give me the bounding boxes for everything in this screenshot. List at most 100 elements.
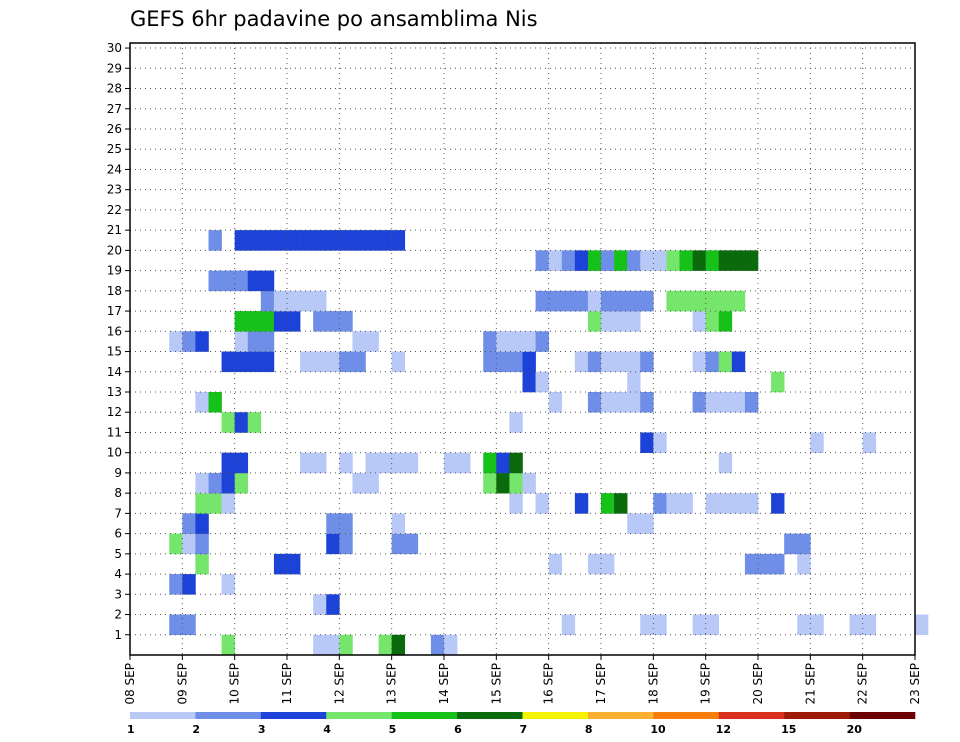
y-tick-label: 10 (107, 446, 122, 460)
x-tick-label: 12 SEP (332, 663, 346, 705)
heatmap-cell (208, 230, 222, 251)
y-tick-label: 9 (114, 466, 122, 480)
heatmap-cell (234, 412, 249, 433)
heatmap-cell (758, 553, 772, 575)
x-axis-ticks: 08 SEP 09 SEP 10 SEP 11 SEP 12 SEP 13 SEP 14 S… (123, 655, 922, 705)
heatmap-cell (391, 230, 406, 251)
heatmap-cell (718, 250, 733, 271)
heatmap-cell (352, 230, 366, 251)
heatmap-cell (313, 230, 327, 251)
heatmap-cell (627, 351, 641, 373)
heatmap-cell (509, 412, 523, 433)
heatmap-cell (771, 371, 785, 393)
y-axis-ticks: 1234567891011121314151617181920212223242… (107, 41, 130, 642)
heatmap-cell (679, 493, 693, 514)
heatmap-cell (287, 311, 301, 332)
y-tick-label: 22 (107, 203, 122, 217)
heatmap-cell (771, 493, 785, 514)
heatmap-cell (653, 614, 667, 636)
heatmap-cell (522, 331, 536, 352)
heatmap-cell (810, 614, 824, 636)
heatmap-cell (705, 311, 720, 332)
heatmap-cell (679, 250, 693, 271)
heatmap-cell (260, 311, 275, 332)
x-tick-label: 18 SEP (646, 663, 660, 705)
x-tick-label: 21 SEP (803, 663, 817, 705)
heatmap-cell (548, 391, 563, 413)
heatmap-cell (182, 513, 196, 534)
colorbar-swatch (522, 712, 589, 719)
heatmap-cell (797, 553, 811, 575)
heatmap-cell (300, 230, 314, 251)
heatmap-cell (326, 513, 340, 534)
heatmap-cell (339, 513, 353, 534)
heatmap-cell (771, 553, 785, 575)
heatmap-cell (614, 250, 628, 271)
heatmap-cell (666, 250, 680, 271)
colorbar-swatch (718, 712, 785, 719)
heatmap-cell (313, 351, 327, 373)
heatmap-cell (744, 553, 759, 575)
colorbar-label: 5 (389, 723, 397, 736)
heatmap-cell (509, 493, 523, 514)
heatmap-cell (326, 311, 340, 332)
heatmap-cell (692, 391, 706, 413)
heatmap-cell (548, 553, 563, 575)
heatmap-cell (221, 270, 235, 292)
colorbar-label: 1 (127, 723, 135, 736)
heatmap-cell (574, 493, 589, 514)
colorbar-label: 2 (192, 723, 200, 736)
heatmap-cell (260, 270, 275, 292)
y-tick-label: 16 (107, 324, 122, 338)
heatmap-cell (404, 452, 419, 474)
heatmap-cell (169, 331, 183, 352)
heatmap-cell (273, 553, 288, 575)
heatmap-cell (352, 331, 366, 352)
heatmap-cell (182, 574, 196, 595)
heatmap-cell (640, 513, 654, 534)
y-tick-label: 2 (114, 608, 122, 622)
heatmap-cell (182, 614, 196, 636)
heatmap-cell (601, 391, 615, 413)
heatmap-cell (208, 472, 222, 494)
grid-lines (130, 43, 915, 655)
y-tick-label: 11 (107, 425, 122, 439)
heatmap-cell (862, 614, 877, 636)
heatmap-cell (601, 290, 615, 312)
heatmap-cell (705, 290, 720, 312)
y-tick-label: 5 (114, 547, 122, 561)
x-tick-label: 13 SEP (385, 663, 399, 705)
heatmap-cell (653, 250, 667, 271)
colorbar-label: 20 (847, 723, 863, 736)
y-tick-label: 15 (107, 345, 122, 359)
heatmap-cell (247, 331, 262, 352)
heatmap-cell (601, 250, 615, 271)
heatmap-cell (587, 391, 602, 413)
heatmap-cell (221, 472, 235, 494)
heatmap-cell (339, 533, 353, 555)
heatmap-cell (627, 290, 641, 312)
heatmap-cell (574, 250, 589, 271)
heatmap-cell (260, 230, 275, 251)
heatmap-cell (195, 391, 209, 413)
heatmap-cells (169, 230, 929, 656)
heatmap-cell (692, 614, 706, 636)
y-tick-label: 13 (107, 385, 122, 399)
heatmap-cell (784, 533, 798, 555)
heatmap-cell (326, 230, 340, 251)
heatmap-cell (313, 634, 327, 656)
y-tick-label: 17 (107, 304, 122, 318)
y-tick-label: 12 (107, 405, 122, 419)
colorbar-swatch (260, 712, 327, 719)
colorbar-label: 6 (454, 723, 462, 736)
heatmap-cell (404, 533, 419, 555)
heatmap-cell (509, 472, 523, 494)
heatmap-cell (444, 634, 458, 656)
heatmap-cell (483, 351, 497, 373)
colorbar-label: 7 (520, 723, 528, 736)
heatmap-cell (509, 331, 523, 352)
heatmap-cell (601, 311, 615, 332)
heatmap-cell (731, 391, 746, 413)
heatmap-cell (247, 311, 262, 332)
heatmap-cell (326, 533, 340, 555)
